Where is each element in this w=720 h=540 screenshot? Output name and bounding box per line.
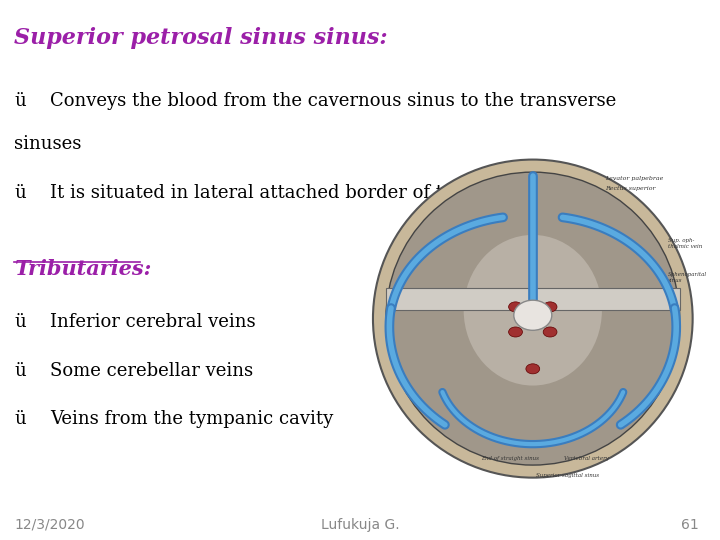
- Text: Tributaries:: Tributaries:: [14, 259, 152, 279]
- Text: sinuses: sinuses: [14, 135, 82, 153]
- Text: Lufukuja G.: Lufukuja G.: [320, 518, 400, 532]
- Text: Sup. oph-
thalmic vein: Sup. oph- thalmic vein: [667, 238, 702, 249]
- Text: End of straight sinus: End of straight sinus: [481, 456, 539, 461]
- Ellipse shape: [508, 302, 523, 312]
- Ellipse shape: [543, 302, 557, 312]
- Text: It is situated in lateral attached border of tentorium cerebelli: It is situated in lateral attached borde…: [50, 184, 613, 201]
- Ellipse shape: [386, 172, 680, 465]
- Ellipse shape: [508, 327, 523, 337]
- Text: ü: ü: [14, 410, 26, 428]
- Text: Sphenoparital
sinus: Sphenoparital sinus: [667, 272, 707, 282]
- Text: Inferior cerebral veins: Inferior cerebral veins: [50, 313, 256, 331]
- Polygon shape: [386, 288, 680, 310]
- Text: ü: ü: [14, 92, 26, 110]
- Ellipse shape: [543, 327, 557, 337]
- Text: 12/3/2020: 12/3/2020: [14, 518, 85, 532]
- Text: ü: ü: [14, 184, 26, 201]
- Ellipse shape: [514, 300, 552, 330]
- Text: Veins from the tympanic cavity: Veins from the tympanic cavity: [50, 410, 333, 428]
- Ellipse shape: [526, 364, 540, 374]
- Text: 61: 61: [680, 518, 698, 532]
- Ellipse shape: [373, 160, 693, 477]
- Text: Levator palpebrae: Levator palpebrae: [606, 176, 664, 181]
- Text: Conveys the blood from the cavernous sinus to the transverse: Conveys the blood from the cavernous sin…: [50, 92, 616, 110]
- Text: ü: ü: [14, 313, 26, 331]
- Text: Superior petrosal sinus sinus:: Superior petrosal sinus sinus:: [14, 27, 388, 49]
- Text: Some cerebellar veins: Some cerebellar veins: [50, 362, 253, 380]
- Text: ü: ü: [14, 362, 26, 380]
- Text: Vertebral artery: Vertebral artery: [564, 456, 609, 461]
- Text: Rectus superior: Rectus superior: [606, 186, 656, 191]
- Text: Superior sagittal sinus: Superior sagittal sinus: [536, 472, 599, 477]
- Ellipse shape: [464, 235, 602, 386]
